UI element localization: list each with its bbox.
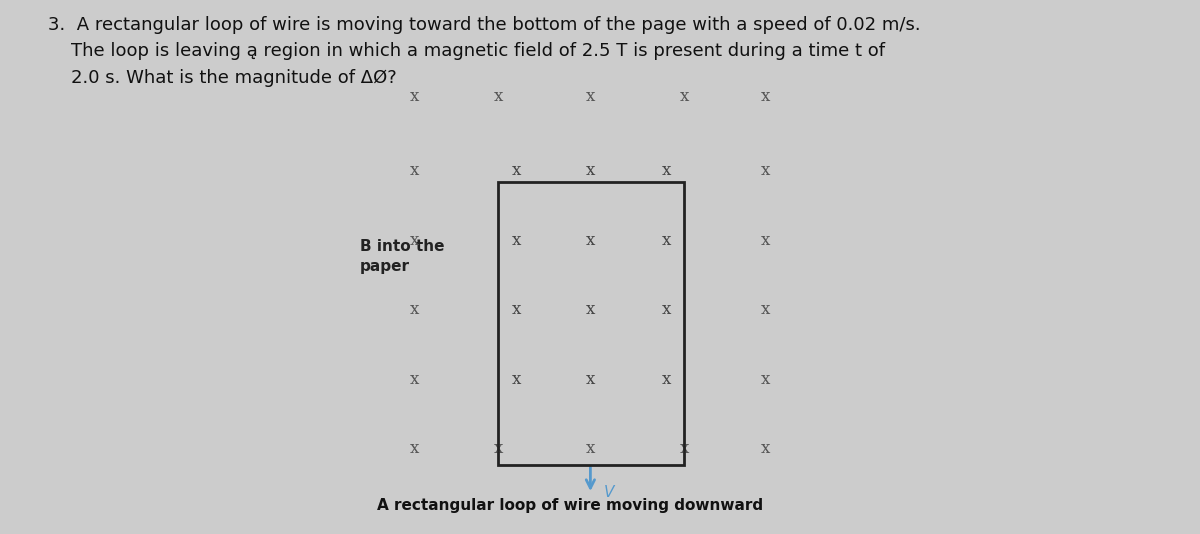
Text: x: x — [761, 162, 770, 179]
Text: x: x — [511, 371, 521, 388]
Text: x: x — [409, 232, 419, 249]
Text: x: x — [661, 162, 671, 179]
Text: x: x — [409, 371, 419, 388]
Text: x: x — [761, 371, 770, 388]
Text: x: x — [586, 88, 595, 105]
Text: x: x — [661, 301, 671, 318]
Text: x: x — [409, 301, 419, 318]
Text: x: x — [511, 232, 521, 249]
Text: x: x — [493, 88, 503, 105]
Text: x: x — [511, 162, 521, 179]
Text: x: x — [586, 371, 595, 388]
Text: x: x — [679, 440, 689, 457]
Text: x: x — [586, 301, 595, 318]
Text: x: x — [511, 301, 521, 318]
Text: V: V — [604, 485, 614, 500]
Text: x: x — [761, 88, 770, 105]
Text: x: x — [409, 88, 419, 105]
Text: x: x — [493, 440, 503, 457]
Text: x: x — [409, 440, 419, 457]
Text: A rectangular loop of wire moving downward: A rectangular loop of wire moving downwa… — [377, 498, 763, 513]
Text: x: x — [761, 301, 770, 318]
Text: x: x — [586, 232, 595, 249]
Text: x: x — [761, 440, 770, 457]
Text: 3.  A rectangular loop of wire is moving toward the bottom of the page with a sp: 3. A rectangular loop of wire is moving … — [48, 16, 920, 87]
Text: x: x — [586, 440, 595, 457]
Text: x: x — [679, 88, 689, 105]
Text: x: x — [761, 232, 770, 249]
Bar — [498, 182, 684, 465]
Text: x: x — [661, 232, 671, 249]
Text: B into the
paper: B into the paper — [360, 239, 444, 274]
Text: x: x — [661, 371, 671, 388]
Text: x: x — [409, 162, 419, 179]
Text: x: x — [586, 162, 595, 179]
